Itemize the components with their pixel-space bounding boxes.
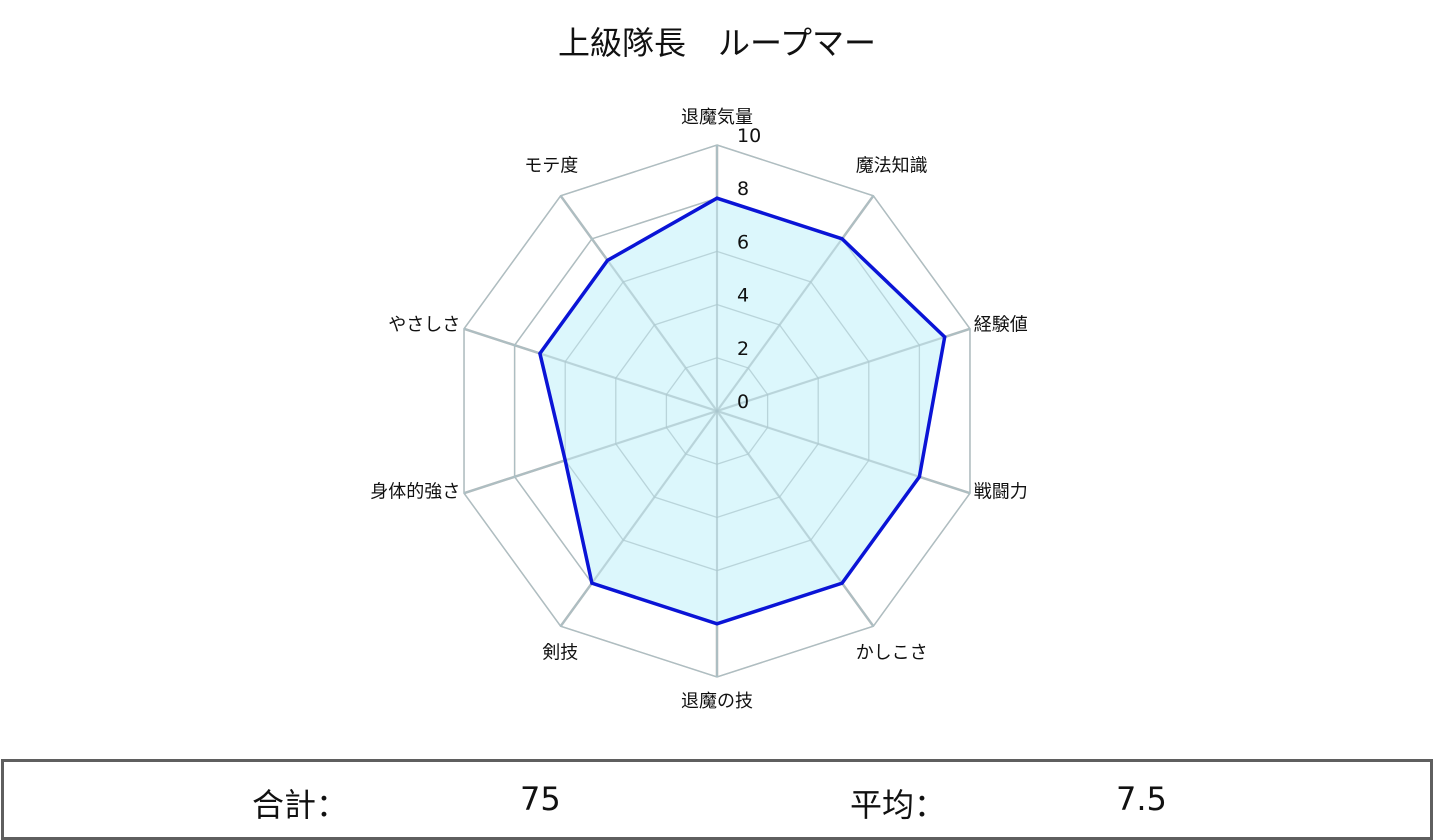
radial-ticks: 0 2 4 6 8 10 <box>737 125 761 413</box>
average-label: 平均： <box>850 786 947 824</box>
grid-spoke-overlay <box>463 410 718 495</box>
axis-label: 経験値 <box>974 315 1028 336</box>
chart-title: 上級隊長 ループマー <box>557 24 877 62</box>
grid-spoke-overlay <box>716 327 971 412</box>
axis-label: 身体的強さ <box>370 481 460 502</box>
summary-bar: 合計： 75 平均： 7.5 <box>1 759 1433 840</box>
axis-label: 剣技 <box>542 642 578 663</box>
grid-spoke-overlay <box>716 410 971 495</box>
axis-label: やさしさ <box>388 315 460 336</box>
grid-spoke-overlay <box>716 410 875 627</box>
tick-label: 6 <box>737 231 749 253</box>
tick-label: 2 <box>737 338 749 360</box>
average-value: 7.5 <box>1116 780 1167 818</box>
tick-label: 4 <box>737 285 749 307</box>
grid-spoke-overlay <box>559 410 718 627</box>
tick-label: 10 <box>737 125 761 147</box>
axis-label: モテ度 <box>524 156 578 177</box>
axis-label: かしこさ <box>856 642 928 663</box>
grid-spoke-overlay <box>463 327 718 412</box>
tick-label: 8 <box>737 178 749 200</box>
total-label: 合計： <box>252 786 349 824</box>
axis-label: 退魔気量 <box>681 107 753 128</box>
axis-label: 退魔の技 <box>681 691 753 712</box>
grid-spoke-overlay <box>559 195 718 412</box>
axis-label: 戦闘力 <box>974 481 1028 502</box>
data-area <box>539 198 945 624</box>
grid-spoke-overlay <box>716 195 875 412</box>
total-value: 75 <box>520 780 561 818</box>
data-line <box>538 196 947 626</box>
radar-data <box>463 144 971 678</box>
tick-label: 0 <box>737 391 749 413</box>
axis-label: 魔法知識 <box>856 156 928 177</box>
